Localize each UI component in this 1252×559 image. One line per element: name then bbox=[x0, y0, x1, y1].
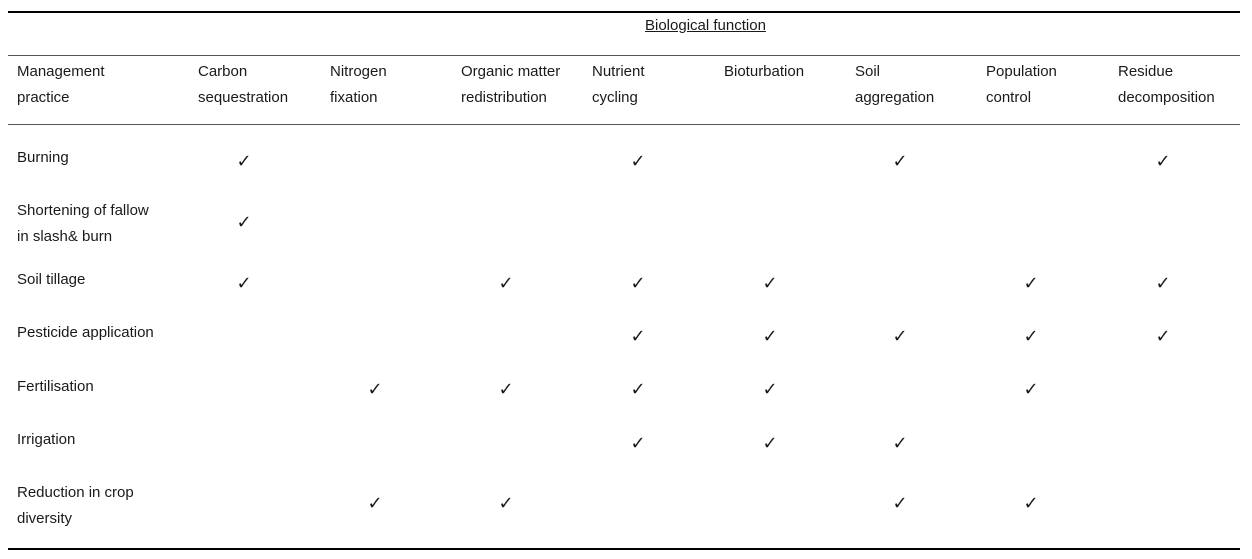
column-header-line: Soil bbox=[855, 63, 881, 80]
column-header-1: Carbon sequestration bbox=[198, 59, 288, 111]
column-header-3: Organic matter redistribution bbox=[461, 59, 560, 111]
check-mark-icon: ✓ bbox=[762, 379, 778, 400]
group-header-rule bbox=[8, 55, 1240, 56]
check-mark-icon: ✓ bbox=[367, 379, 383, 400]
column-header-2: Nitrogen fixation bbox=[330, 59, 387, 111]
column-header-6: Soil aggregation bbox=[855, 59, 934, 111]
column-header-line: Residue bbox=[1118, 63, 1174, 80]
column-header-line: Nutrient bbox=[592, 63, 645, 80]
check-mark-icon: ✓ bbox=[630, 379, 646, 400]
check-mark-icon: ✓ bbox=[892, 151, 908, 172]
check-mark-icon: ✓ bbox=[1155, 273, 1171, 294]
column-header-line: Organic matter bbox=[461, 63, 561, 80]
row-label-line: Reduction in crop bbox=[17, 484, 134, 501]
check-mark-icon: ✓ bbox=[630, 433, 646, 454]
check-mark-icon: ✓ bbox=[367, 493, 383, 514]
table-bottom-rule bbox=[8, 548, 1240, 550]
row-label: Shortening of fallow in slash& burn bbox=[17, 198, 149, 250]
column-header-line: fixation bbox=[330, 89, 378, 106]
check-mark-icon: ✓ bbox=[892, 493, 908, 514]
row-label: Fertilisation bbox=[17, 374, 94, 400]
column-header-line: redistribution bbox=[461, 89, 547, 106]
check-mark-icon: ✓ bbox=[630, 273, 646, 294]
column-header-line: Population bbox=[986, 63, 1057, 80]
row-label: Irrigation bbox=[17, 427, 75, 453]
check-mark-icon: ✓ bbox=[498, 379, 514, 400]
check-mark-icon: ✓ bbox=[1023, 379, 1039, 400]
check-mark-icon: ✓ bbox=[1155, 326, 1171, 347]
check-mark-icon: ✓ bbox=[236, 151, 252, 172]
row-header: Management practice bbox=[17, 59, 105, 111]
row-label: Soil tillage bbox=[17, 267, 85, 293]
check-mark-icon: ✓ bbox=[498, 493, 514, 514]
check-mark-icon: ✓ bbox=[762, 433, 778, 454]
column-header-4: Nutrient cycling bbox=[592, 59, 645, 111]
row-label-line: Shortening of fallow bbox=[17, 202, 149, 219]
check-mark-icon: ✓ bbox=[892, 433, 908, 454]
column-header-line: Carbon bbox=[198, 63, 248, 80]
row-header-line-1: Management bbox=[17, 63, 105, 80]
check-mark-icon: ✓ bbox=[498, 273, 514, 294]
group-header: Biological function bbox=[645, 17, 766, 34]
row-label: Reduction in crop diversity bbox=[17, 480, 134, 532]
column-header-line: Nitrogen bbox=[330, 63, 387, 80]
check-mark-icon: ✓ bbox=[236, 273, 252, 294]
check-mark-icon: ✓ bbox=[762, 326, 778, 347]
check-mark-icon: ✓ bbox=[1023, 493, 1039, 514]
column-header-line: decomposition bbox=[1118, 89, 1215, 106]
column-header-line: aggregation bbox=[855, 89, 935, 106]
row-label-line: Fertilisation bbox=[17, 378, 94, 395]
column-header-line: cycling bbox=[592, 89, 638, 106]
column-header-line: sequestration bbox=[198, 89, 289, 106]
row-label-line: Soil tillage bbox=[17, 271, 86, 288]
column-header-line: control bbox=[986, 89, 1032, 106]
row-label-line: diversity bbox=[17, 510, 73, 527]
column-header-5: Bioturbation bbox=[724, 59, 804, 85]
check-mark-icon: ✓ bbox=[630, 151, 646, 172]
table-top-rule bbox=[8, 11, 1240, 13]
check-mark-icon: ✓ bbox=[630, 326, 646, 347]
column-header-line: Bioturbation bbox=[724, 63, 805, 80]
check-mark-icon: ✓ bbox=[1023, 273, 1039, 294]
column-header-8: Residue decomposition bbox=[1118, 59, 1215, 111]
row-label-line: Burning bbox=[17, 149, 69, 166]
check-mark-icon: ✓ bbox=[892, 326, 908, 347]
row-label-line: Irrigation bbox=[17, 431, 76, 448]
column-header-7: Population control bbox=[986, 59, 1057, 111]
row-label: Pesticide application bbox=[17, 320, 154, 346]
row-label-line: in slash& burn bbox=[17, 228, 113, 245]
check-mark-icon: ✓ bbox=[1155, 151, 1171, 172]
row-label: Burning bbox=[17, 145, 69, 171]
row-label-line: Pesticide application bbox=[17, 324, 154, 341]
check-mark-icon: ✓ bbox=[762, 273, 778, 294]
check-mark-icon: ✓ bbox=[236, 212, 252, 233]
header-rule bbox=[8, 124, 1240, 125]
row-header-line-2: practice bbox=[17, 89, 70, 106]
check-mark-icon: ✓ bbox=[1023, 326, 1039, 347]
